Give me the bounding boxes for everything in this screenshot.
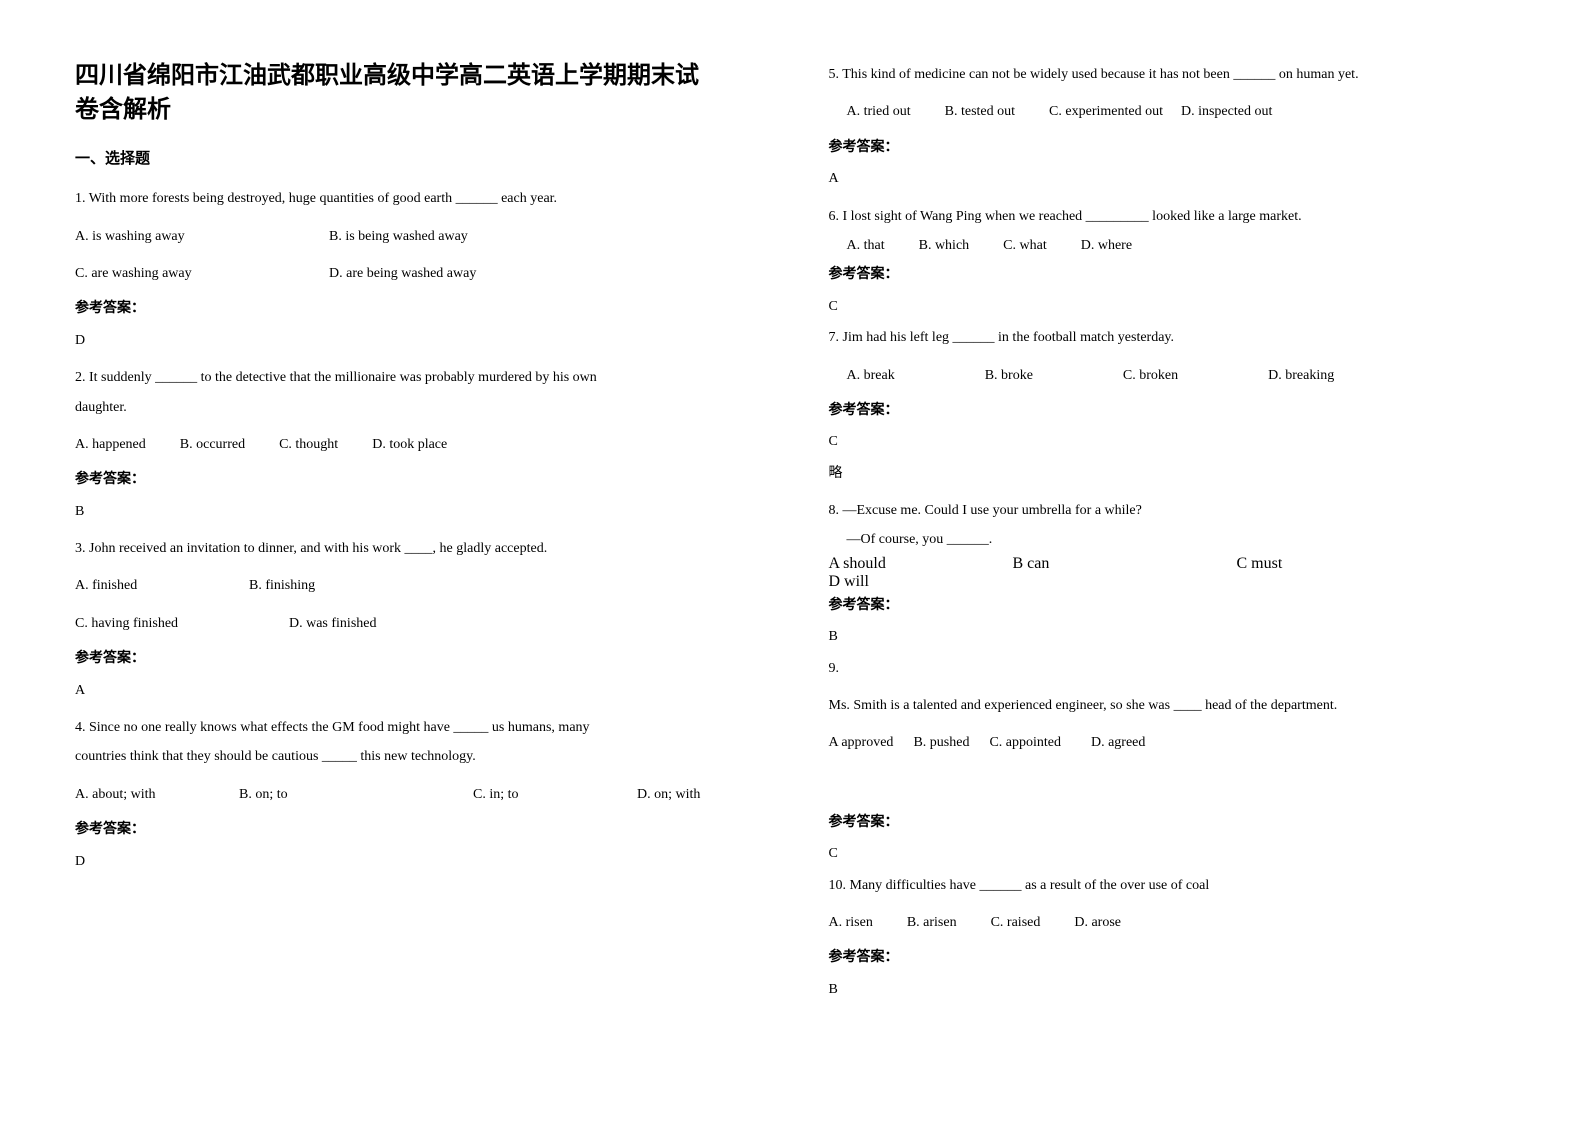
q9-text: Ms. Smith is a talented and experienced … bbox=[829, 691, 1513, 720]
q3-text: 3. John received an invitation to dinner… bbox=[75, 534, 759, 563]
q1-answer: D bbox=[75, 326, 759, 355]
q4-optC: C. in; to bbox=[473, 780, 603, 809]
q4-text-2: countries think that they should be caut… bbox=[75, 742, 759, 771]
q8-optB: B can bbox=[1013, 555, 1203, 573]
section-heading: 一、选择题 bbox=[75, 147, 759, 168]
q3-options-row2: C. having finished D. was finished bbox=[75, 609, 759, 638]
q5-optC: C. experimented out bbox=[1049, 97, 1163, 126]
q3-optA: A. finished bbox=[75, 571, 215, 600]
q8-text-1: 8. —Excuse me. Could I use your umbrella… bbox=[829, 496, 1513, 525]
q1-options-row1: A. is washing away B. is being washed aw… bbox=[75, 222, 759, 251]
q5-options: A. tried out B. tested out C. experiment… bbox=[829, 97, 1513, 126]
q1-optC: C. are washing away bbox=[75, 259, 295, 288]
q2-answer: B bbox=[75, 497, 759, 526]
q6-text: 6. I lost sight of Wang Ping when we rea… bbox=[829, 202, 1513, 231]
q2-options: A. happened B. occurred C. thought D. to… bbox=[75, 430, 759, 459]
left-column: 四川省绵阳市江油武都职业高级中学高二英语上学期期末试 卷含解析 一、选择题 1.… bbox=[40, 60, 794, 1082]
q3-optC: C. having finished bbox=[75, 609, 255, 638]
q6-optA: A. that bbox=[847, 231, 885, 260]
q8-options: A should B can C must D will bbox=[829, 555, 1513, 591]
q1-text: 1. With more forests being destroyed, hu… bbox=[75, 184, 759, 213]
q7-optD: D. breaking bbox=[1268, 361, 1334, 390]
right-column: 5. This kind of medicine can not be wide… bbox=[794, 60, 1548, 1082]
q6-answer-label: 参考答案： bbox=[829, 260, 1513, 289]
q5-optB: B. tested out bbox=[945, 97, 1015, 126]
q7-answer-label: 参考答案： bbox=[829, 396, 1513, 425]
q4-options: A. about; with B. on; to C. in; to D. on… bbox=[75, 780, 759, 809]
q10-optD: D. arose bbox=[1074, 908, 1121, 937]
q8-optA: A should bbox=[829, 555, 979, 573]
q10-options: A. risen B. arisen C. raised D. arose bbox=[829, 908, 1513, 937]
q10-optC: C. raised bbox=[991, 908, 1041, 937]
q8-answer-label: 参考答案： bbox=[829, 591, 1513, 620]
q6-options: A. that B. which C. what D. where bbox=[829, 231, 1513, 260]
q2-answer-label: 参考答案： bbox=[75, 465, 759, 494]
q6-optB: B. which bbox=[919, 231, 970, 260]
q6-answer: C bbox=[829, 292, 1513, 321]
q2-text-1: 2. It suddenly ______ to the detective t… bbox=[75, 363, 759, 392]
title-line-1: 四川省绵阳市江油武都职业高级中学高二英语上学期期末试 bbox=[75, 60, 759, 94]
q7-note: 略 bbox=[829, 459, 1513, 488]
q10-text: 10. Many difficulties have ______ as a r… bbox=[829, 871, 1513, 900]
q10-optB: B. arisen bbox=[907, 908, 957, 937]
q1-answer-label: 参考答案： bbox=[75, 294, 759, 323]
q9-optA: A approved bbox=[829, 728, 894, 757]
q10-answer: B bbox=[829, 975, 1513, 1004]
q4-optD: D. on; with bbox=[637, 780, 700, 809]
q2-optA: A. happened bbox=[75, 430, 146, 459]
q8-optC: C must bbox=[1237, 555, 1427, 573]
q7-optA: A. break bbox=[847, 361, 895, 390]
q3-answer: A bbox=[75, 676, 759, 705]
document-title: 四川省绵阳市江油武都职业高级中学高二英语上学期期末试 卷含解析 bbox=[75, 60, 759, 127]
title-line-2: 卷含解析 bbox=[75, 94, 759, 128]
q7-text: 7. Jim had his left leg ______ in the fo… bbox=[829, 323, 1513, 352]
q7-optC: C. broken bbox=[1123, 361, 1178, 390]
q5-answer-label: 参考答案： bbox=[829, 133, 1513, 162]
q4-answer-label: 参考答案： bbox=[75, 815, 759, 844]
q2-text-2: daughter. bbox=[75, 393, 759, 422]
q9-options: A approved B. pushed C. appointed D. agr… bbox=[829, 728, 1513, 757]
q9-answer: C bbox=[829, 839, 1513, 868]
q1-optB: B. is being washed away bbox=[329, 222, 468, 251]
q4-optB: B. on; to bbox=[239, 780, 439, 809]
q9-answer-label: 参考答案： bbox=[829, 808, 1513, 837]
q3-optD: D. was finished bbox=[289, 609, 377, 638]
q3-options-row1: A. finished B. finishing bbox=[75, 571, 759, 600]
q9-optD: D. agreed bbox=[1091, 728, 1145, 757]
q7-optB: B. broke bbox=[985, 361, 1033, 390]
q3-answer-label: 参考答案： bbox=[75, 644, 759, 673]
q10-optA: A. risen bbox=[829, 908, 873, 937]
q5-text: 5. This kind of medicine can not be wide… bbox=[829, 60, 1513, 89]
q1-optD: D. are being washed away bbox=[329, 259, 476, 288]
q8-answer: B bbox=[829, 622, 1513, 651]
q3-optB: B. finishing bbox=[249, 571, 315, 600]
q8-text-2: —Of course, you ______. bbox=[829, 525, 1513, 554]
q9-num: 9. bbox=[829, 654, 1513, 683]
q6-optD: D. where bbox=[1081, 231, 1132, 260]
q10-answer-label: 参考答案： bbox=[829, 943, 1513, 972]
q4-answer: D bbox=[75, 847, 759, 876]
q9-optB: B. pushed bbox=[913, 728, 969, 757]
q9-optC: C. appointed bbox=[989, 728, 1061, 757]
q7-answer: C bbox=[829, 427, 1513, 456]
q5-optD: D. inspected out bbox=[1181, 97, 1272, 126]
q2-optC: C. thought bbox=[279, 430, 338, 459]
q1-options-row2: C. are washing away D. are being washed … bbox=[75, 259, 759, 288]
q6-optC: C. what bbox=[1003, 231, 1047, 260]
q2-optB: B. occurred bbox=[180, 430, 245, 459]
q1-optA: A. is washing away bbox=[75, 222, 295, 251]
q8-optD: D will bbox=[829, 573, 869, 591]
q4-text-1: 4. Since no one really knows what effect… bbox=[75, 713, 759, 742]
q4-optA: A. about; with bbox=[75, 780, 205, 809]
q7-options: A. break B. broke C. broken D. breaking bbox=[829, 361, 1513, 390]
q5-answer: A bbox=[829, 164, 1513, 193]
q5-optA: A. tried out bbox=[847, 97, 911, 126]
q2-optD: D. took place bbox=[372, 430, 447, 459]
